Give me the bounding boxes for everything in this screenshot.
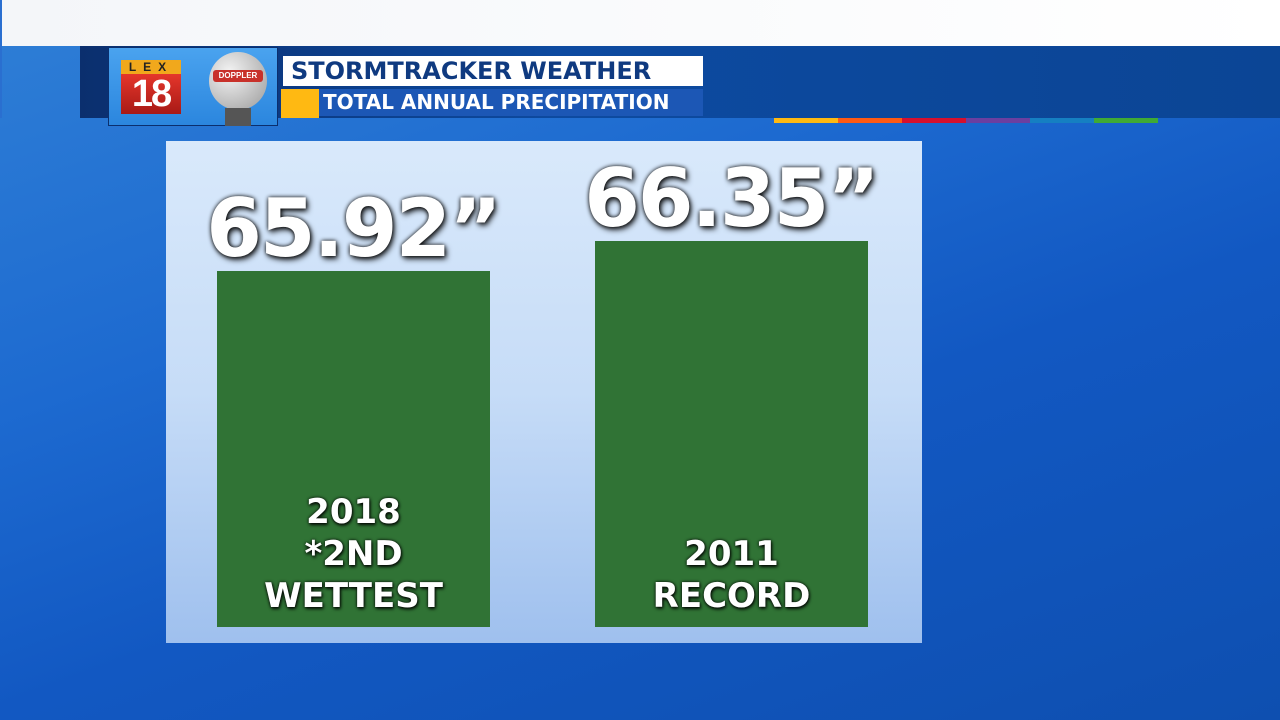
stripe-1 [838,118,902,123]
top-bar [0,0,1280,46]
stripe-4 [1030,118,1094,123]
station-logo: LEX 18 DOPPLER [108,47,278,126]
category-line: *2ND [304,534,403,574]
bar-1 [595,241,868,627]
value-label-0: 65.92” [206,181,502,275]
value-label-1: 66.35” [584,152,880,245]
color-stripes [774,118,1158,123]
category-label-1: 2011 RECORD [595,533,868,617]
program-title: STORMTRACKER WEATHER [283,56,703,86]
graphic-subtitle: TOTAL ANNUAL PRECIPITATION [319,89,703,116]
logo-18: 18 [121,74,181,114]
logo-lex: LEX [121,60,181,74]
doppler-radar-icon: DOPPLER [209,52,267,110]
accent-block [281,89,319,118]
radar-tower [225,108,251,126]
stripe-3 [966,118,1030,123]
stripe-2 [902,118,966,123]
stripe-5 [1094,118,1158,123]
category-line: RECORD [652,576,811,616]
chart-panel: 65.92” 2018 *2ND WETTEST 66.35” 2011 RECORD [166,141,922,643]
edge [0,0,2,118]
stripe-0 [774,118,838,123]
category-label-0: 2018 *2ND WETTEST [217,491,490,617]
bar-0 [217,270,490,627]
category-line: WETTEST [264,576,443,616]
category-line: 2011 [684,534,779,574]
category-line: 2018 [306,492,401,532]
